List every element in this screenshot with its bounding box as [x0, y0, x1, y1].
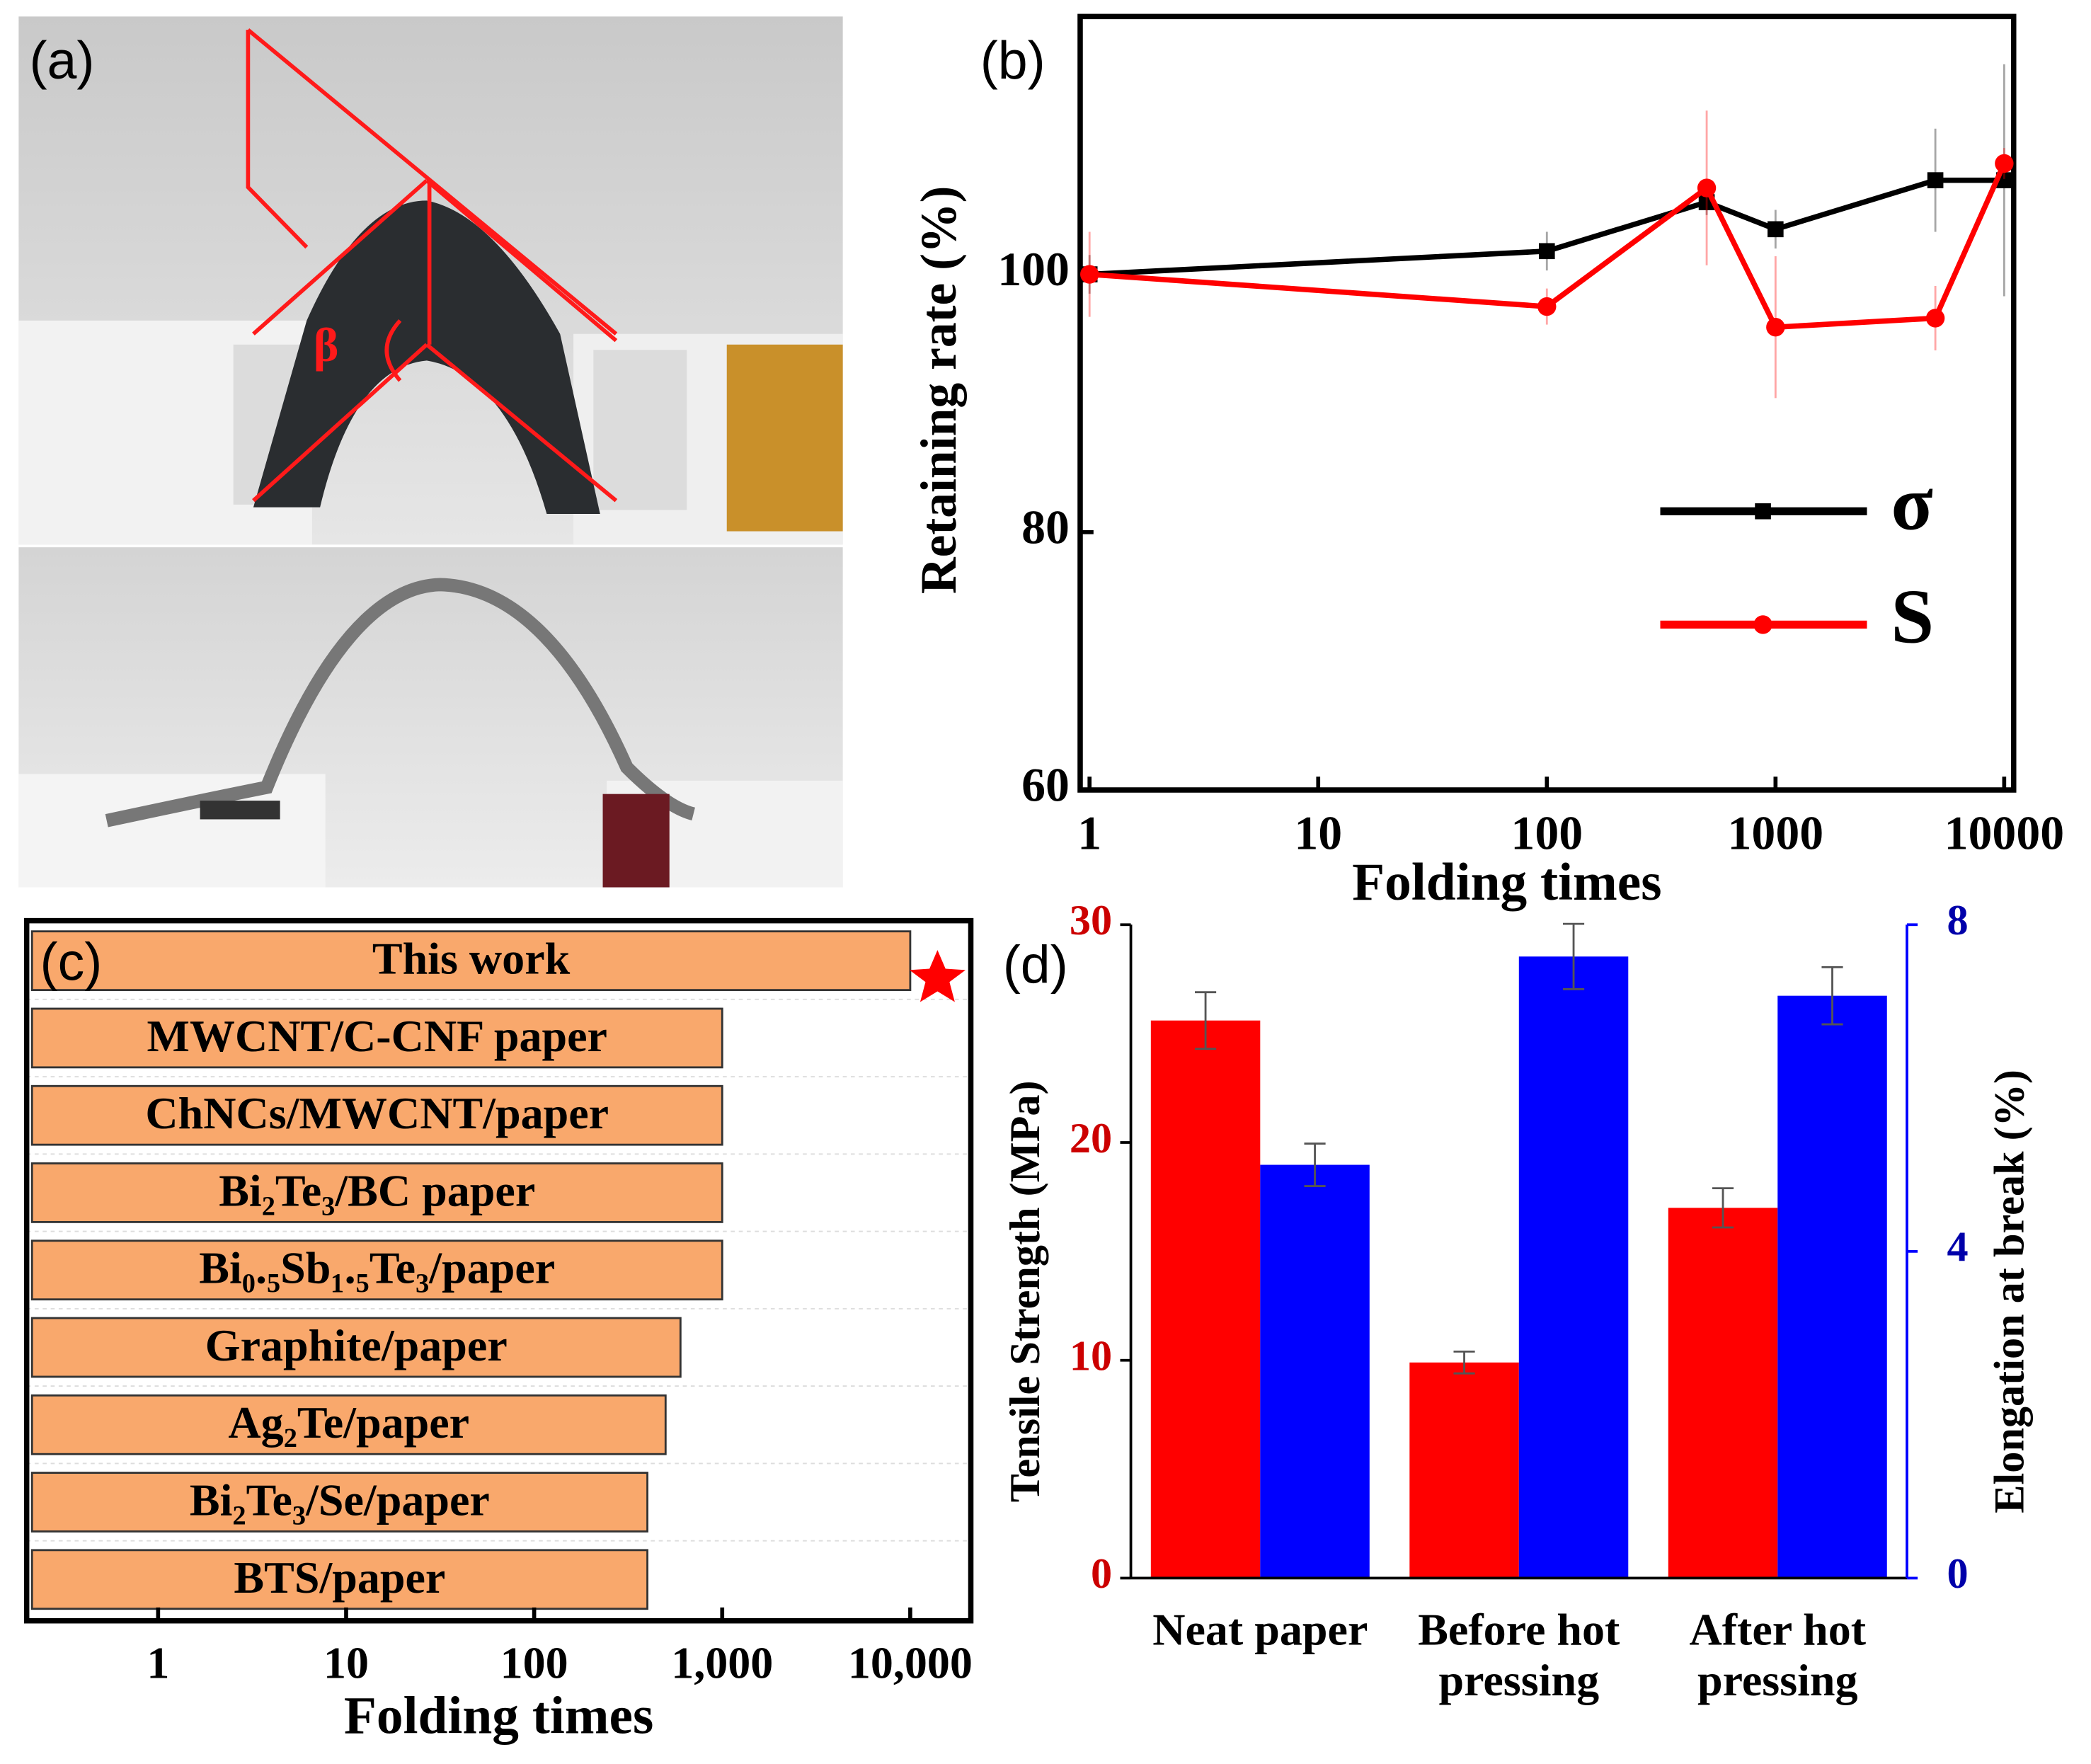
bar-label: This work	[372, 934, 571, 984]
bar	[30, 930, 912, 992]
plot-frame	[23, 917, 974, 1624]
plot-frame	[1077, 13, 2017, 793]
bar	[1409, 1362, 1519, 1579]
error-bar	[1195, 991, 1217, 1050]
clip-right	[602, 794, 670, 888]
bar	[1668, 1208, 1778, 1579]
fold-guides	[246, 28, 618, 503]
error-bar	[1821, 966, 1843, 1026]
bar-label: Graphite/paper	[205, 1320, 508, 1370]
folded-film	[253, 200, 600, 515]
marker	[1995, 154, 2014, 173]
bar	[30, 1162, 723, 1223]
bar	[30, 1394, 667, 1455]
x-tick-label: 10	[1294, 806, 1342, 859]
x-tick-label: 10	[323, 1637, 369, 1688]
x-tick-label: 1	[1077, 806, 1101, 859]
bar-label: Bi₀.₅Sb₁.₅Te₃/paper	[199, 1243, 555, 1293]
marker	[1537, 297, 1557, 316]
bar	[1777, 995, 1887, 1579]
highlight-star	[909, 950, 966, 1002]
bar	[30, 1007, 723, 1069]
x-tick-label: 10000	[1944, 806, 2065, 859]
marker	[1768, 221, 1784, 238]
bar	[30, 1317, 682, 1378]
marker	[1697, 178, 1717, 197]
y-tick-label: 100	[997, 243, 1070, 296]
bar-label: MWCNT/C-CNF paper	[147, 1011, 607, 1061]
series-line	[1089, 162, 2007, 331]
marker	[1766, 318, 1785, 337]
paper-end-right	[593, 350, 687, 510]
x-tick-label: Neat paper	[1152, 1604, 1368, 1654]
y-tick-label: 10	[1070, 1333, 1112, 1380]
y-tick-label: 20	[1070, 1115, 1112, 1162]
bar-label: Ag₂Te/paper	[228, 1397, 469, 1448]
x-axis-label: Folding times	[1352, 853, 1661, 912]
error-bar	[1453, 1350, 1475, 1375]
x-tick-label: After hot pressing	[1689, 1604, 1866, 1705]
marker	[1538, 243, 1555, 260]
legend-label: S	[1891, 573, 1934, 659]
angle-label: β	[314, 319, 339, 372]
y-axis-label: Retaining rate (%)	[911, 186, 967, 594]
panel-label: (b)	[980, 30, 1046, 90]
bar	[30, 1472, 648, 1533]
block-left-2	[18, 774, 326, 888]
bar-label: ChNCs/MWCNT/paper	[145, 1088, 609, 1138]
series-line	[1089, 177, 2005, 277]
marker	[1080, 265, 1099, 284]
bar	[30, 1084, 723, 1146]
error-bar	[1712, 1187, 1734, 1229]
y-tick-label: 80	[1021, 500, 1070, 554]
y-tick-label: 30	[1070, 897, 1112, 944]
x-tick-label: 1	[147, 1637, 169, 1688]
legend-marker	[1753, 615, 1772, 634]
photo-panel: (a) β	[18, 16, 843, 888]
bar-label: Bi₂Te₃/BC paper	[219, 1165, 535, 1215]
panel-label: (d)	[1003, 934, 1068, 994]
clip-left	[200, 801, 280, 820]
bar	[1260, 1164, 1370, 1579]
error-bar	[1304, 1142, 1326, 1187]
bar	[1150, 1020, 1261, 1579]
x-tick-label: 1,000	[671, 1637, 773, 1688]
panel-label: (a)	[29, 30, 94, 90]
error-bar	[1562, 922, 1585, 990]
bar-label: Bi₂Te₃/Se/paper	[190, 1474, 490, 1525]
bar	[30, 1239, 723, 1301]
bar	[1518, 956, 1629, 1579]
bent-film	[105, 578, 696, 827]
marker	[1927, 172, 1944, 188]
bar	[30, 1549, 648, 1610]
x-axis-label: Folding times	[344, 1686, 653, 1745]
marker	[1925, 309, 1945, 328]
y2-tick-label: 4	[1947, 1224, 1969, 1271]
tape	[726, 344, 843, 532]
y2-tick-label: 0	[1947, 1550, 1969, 1598]
x-tick-label: 100	[500, 1637, 568, 1688]
y-tick-label: 60	[1021, 759, 1070, 812]
legend-marker	[1755, 503, 1771, 520]
legend-label: σ	[1891, 460, 1932, 546]
y2-tick-label: 8	[1947, 897, 1969, 944]
bar-label: BTS/paper	[234, 1552, 445, 1603]
y-tick-label: 0	[1091, 1550, 1112, 1598]
y2-axis-label: Elongation at break (%)	[1986, 1070, 2034, 1513]
panel-label: (c)	[40, 932, 103, 992]
x-tick-label: 100	[1511, 806, 1583, 859]
x-tick-label: 10,000	[848, 1637, 973, 1688]
x-tick-label: Before hot pressing	[1418, 1604, 1620, 1705]
x-tick-label: 1000	[1728, 806, 1824, 859]
y-axis-label: Tensile Strength (MPa)	[1002, 1080, 1049, 1502]
